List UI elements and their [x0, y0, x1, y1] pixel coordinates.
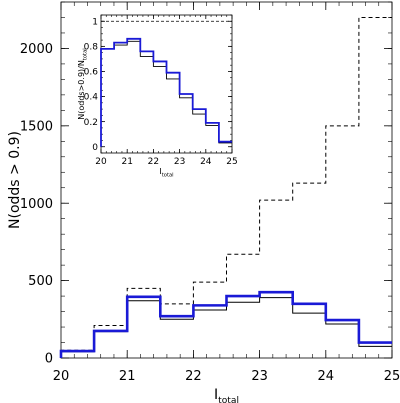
main-y-tick-label: 500: [28, 274, 53, 289]
main-x-tick-label: 22: [185, 369, 202, 384]
inset-x-tick-label: 24: [200, 157, 212, 167]
main-series-thick-line: [59, 290, 392, 358]
inset-x-tick-label: 20: [95, 157, 107, 167]
inset-y-tick-label: 0.2: [84, 118, 98, 128]
main-x-axis-label: Itotal: [214, 387, 239, 403]
main-y-axis-label: N(odds > 0.9): [7, 131, 23, 229]
main-y-tick-label: 2000: [20, 42, 53, 57]
main-x-tick-label: 25: [384, 369, 400, 384]
inset-plot-frame: [100, 14, 233, 154]
main-x-tick-label: 24: [318, 369, 335, 384]
main-y-tick-label: 1000: [20, 197, 53, 212]
main-x-tick-label: 23: [251, 369, 268, 384]
inset-y-axis-label: N(odds>0.9)/Ntotal: [77, 48, 88, 119]
inset-x-tick-label: 21: [121, 157, 132, 167]
inset-y-tick-label: 0.4: [84, 93, 99, 103]
inset-x-axis-label: Itotal: [159, 167, 173, 178]
inset-y-tick-label: 1: [92, 17, 98, 27]
inset-series-thick-line: [100, 37, 232, 147]
main-x-tick-label: 21: [119, 369, 136, 384]
inset-x-tick-label: 22: [148, 157, 159, 167]
main-x-tick-label: 20: [53, 369, 70, 384]
inset-x-tick-label: 25: [226, 157, 237, 167]
inset-y-tick-label: 0.6: [84, 68, 99, 78]
inset-x-tick-label: 23: [174, 157, 185, 167]
main-y-tick-label: 0: [45, 352, 53, 367]
inset-chart: 20 21 22 23 24 25 0 0.2 0.4 0.6 0.8 1 Itotal N(odds>0…: [77, 14, 238, 178]
inset-y-tick-label: 0: [92, 143, 98, 153]
main-y-tick-label: 1500: [20, 119, 53, 134]
inset-y-tick-label: 0.8: [84, 43, 99, 53]
